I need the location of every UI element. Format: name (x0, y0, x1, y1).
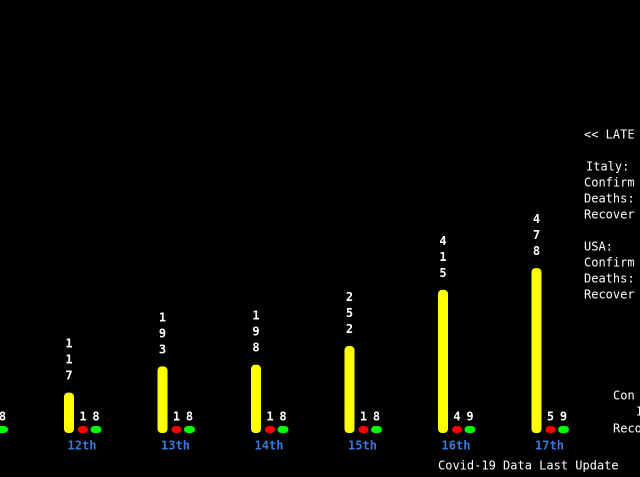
country: Italy: (586, 160, 629, 174)
value-label: 9 (560, 410, 567, 424)
value-label: 1 (173, 410, 180, 424)
x-tick-label: 12th (68, 439, 97, 453)
bar (358, 426, 369, 433)
value-label: 9 (466, 410, 473, 424)
x-tick-label: 15th (348, 439, 377, 453)
x-tick-label: 16th (442, 439, 471, 453)
bar (452, 426, 462, 433)
bar (64, 392, 74, 433)
bar (545, 426, 556, 433)
value-label: 1 (266, 410, 273, 424)
value-label: 5 (547, 410, 554, 424)
bar (277, 426, 289, 433)
bar (344, 346, 355, 433)
stat-label: Confirm (584, 176, 635, 190)
bar (371, 426, 382, 433)
bar (0, 426, 8, 433)
footer: Covid-19 Data Last Update (438, 459, 619, 473)
stat-label: Recover (584, 288, 635, 302)
x-tick-label: 17th (535, 439, 564, 453)
x-tick-label: 13th (161, 439, 190, 453)
value-label: 1 (79, 410, 86, 424)
bar (90, 426, 102, 433)
value-label: 8 (279, 410, 286, 424)
x-tick-label: 14th (255, 439, 284, 453)
country: USA: (584, 240, 613, 254)
value-label: 8 (373, 410, 380, 424)
value-label: 8 (92, 410, 99, 424)
bar (184, 426, 195, 433)
stat-label: Reco (613, 422, 640, 436)
bar (531, 268, 542, 433)
stat-label: I (636, 405, 640, 419)
bar (438, 289, 448, 433)
stat-label: Deaths: (584, 272, 635, 286)
value-label: 8 (0, 410, 6, 424)
bar (78, 426, 88, 433)
bar (157, 366, 168, 433)
value-label: 1 (360, 410, 367, 424)
bar (251, 364, 261, 433)
bar (265, 426, 275, 433)
bar (558, 426, 569, 433)
stat-label: Confirm (584, 256, 635, 270)
panel-heading: << LATE (584, 128, 635, 142)
stat-label: Con (613, 389, 635, 403)
bar (464, 426, 476, 433)
bar (171, 426, 182, 433)
stat-label: Recover (584, 208, 635, 222)
value-label: 4 (453, 410, 460, 424)
value-label: 8 (186, 410, 193, 424)
stat-label: Deaths: (584, 192, 635, 206)
